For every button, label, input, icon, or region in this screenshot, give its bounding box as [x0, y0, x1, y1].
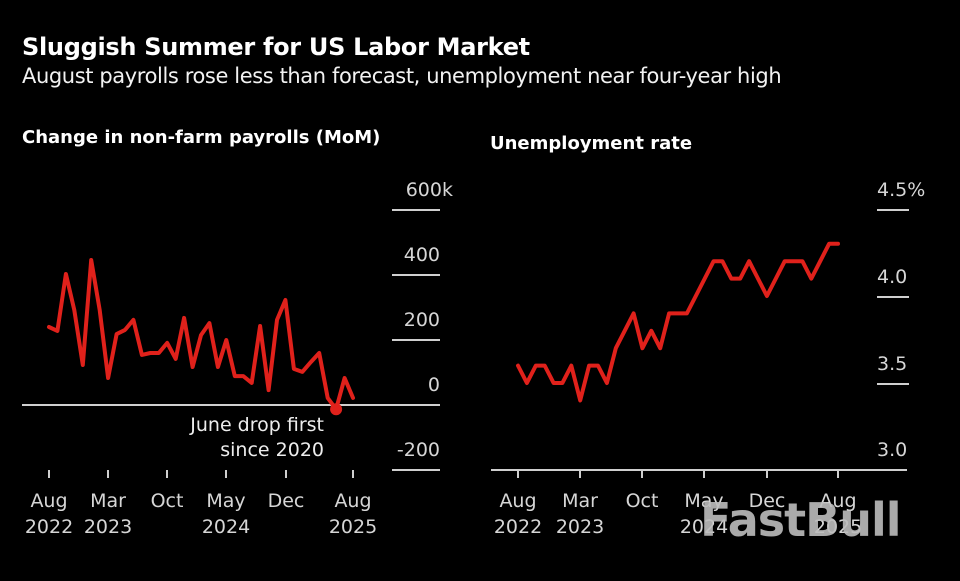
payrolls-y-axis: 600k 400 200 0 -200: [22, 179, 453, 471]
y-tick-label: 600k: [406, 179, 453, 201]
payrolls-chart-title: Change in non-farm payrolls (MoM): [22, 127, 381, 148]
x-tick-label: Aug: [819, 490, 856, 512]
x-tick-label: 2025: [329, 516, 377, 538]
watermark-logo: FastBull: [700, 493, 901, 547]
x-tick-label: Mar: [562, 490, 598, 512]
x-tick-label: Aug: [30, 490, 67, 512]
x-tick-label: Aug: [499, 490, 536, 512]
x-tick-label: 2024: [202, 516, 250, 538]
june-drop-marker: [330, 403, 343, 416]
x-tick-label: Dec: [749, 490, 786, 512]
y-tick-label: 3.5: [877, 353, 907, 375]
unemployment-y-axis: 4.5% 4.0 3.5 3.0: [491, 179, 925, 471]
unemployment-chart-title: Unemployment rate: [490, 133, 693, 154]
x-tick-label: 2023: [84, 516, 132, 538]
x-tick-label: Aug: [334, 490, 371, 512]
y-tick-label: -200: [397, 439, 440, 461]
y-tick-label: 200: [404, 309, 440, 331]
chart-subtitle: August payrolls rose less than forecast,…: [22, 64, 782, 88]
y-tick-label: 400: [404, 244, 440, 266]
annotation-line-1: June drop first: [189, 414, 324, 436]
x-tick-label: 2024: [680, 516, 728, 538]
y-tick-label: 4.0: [877, 266, 907, 288]
payrolls-chart: 600k 400 200 0 -200 Aug 2022 Mar 2023 Oc…: [22, 179, 453, 538]
x-tick-label: Oct: [151, 490, 184, 512]
annotation-line-2: since 2020: [220, 439, 324, 461]
y-tick-label: 4.5%: [877, 179, 925, 201]
x-tick-label: 2022: [25, 516, 73, 538]
payrolls-x-axis: Aug 2022 Mar 2023 Oct May 2024 Dec Aug 2…: [25, 470, 377, 538]
chart-title: Sluggish Summer for US Labor Market: [22, 33, 530, 61]
x-tick-label: May: [684, 490, 723, 512]
x-tick-label: 2022: [494, 516, 542, 538]
x-tick-label: Dec: [268, 490, 305, 512]
y-tick-label: 0: [428, 374, 440, 396]
payrolls-series-line: [47, 258, 355, 412]
x-tick-label: May: [206, 490, 245, 512]
x-tick-label: 2023: [556, 516, 604, 538]
x-tick-label: 2025: [814, 516, 862, 538]
unemployment-x-axis: Aug 2022 Mar 2023 Oct May 2024 Dec Aug 2…: [494, 470, 862, 538]
x-tick-label: Mar: [90, 490, 126, 512]
unemployment-series-line: [516, 241, 840, 403]
y-tick-label: 3.0: [877, 439, 907, 461]
x-tick-label: Oct: [626, 490, 659, 512]
unemployment-chart: 4.5% 4.0 3.5 3.0 Aug 2022 Mar 2023 Oct M…: [491, 179, 925, 538]
